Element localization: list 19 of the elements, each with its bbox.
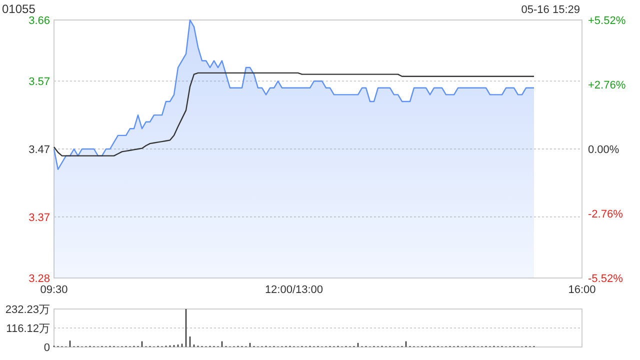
x-tick-label: 12:00/13:00 bbox=[264, 284, 324, 296]
y-tick-label: 116.12万 bbox=[6, 323, 50, 335]
x-tick-label: 09:30 bbox=[40, 284, 68, 296]
y-tick-label: 3.47 bbox=[28, 144, 50, 156]
chart-title: 01055 bbox=[2, 2, 36, 16]
y-tick-label: 3.28 bbox=[28, 273, 50, 285]
y2-tick-label: 0.00% bbox=[588, 144, 620, 156]
line-series bbox=[53, 72, 535, 156]
y-tick-label: 232.23万 bbox=[5, 304, 50, 316]
y-tick-label: 3.66 bbox=[28, 15, 50, 27]
y-tick-label: 3.57 bbox=[28, 76, 50, 88]
x-tick-label: 16:00 bbox=[568, 284, 596, 296]
y2-tick-label: -2.76% bbox=[588, 208, 624, 220]
y2-tick-label: -5.52% bbox=[588, 273, 624, 285]
y2-tick-label: +5.52% bbox=[588, 15, 626, 27]
text: 05-16 15:29 bbox=[521, 4, 580, 16]
y-tick-label: 0 bbox=[44, 342, 50, 354]
y-tick-label: 3.37 bbox=[28, 212, 50, 224]
y2-tick-label: +2.76% bbox=[588, 80, 626, 92]
